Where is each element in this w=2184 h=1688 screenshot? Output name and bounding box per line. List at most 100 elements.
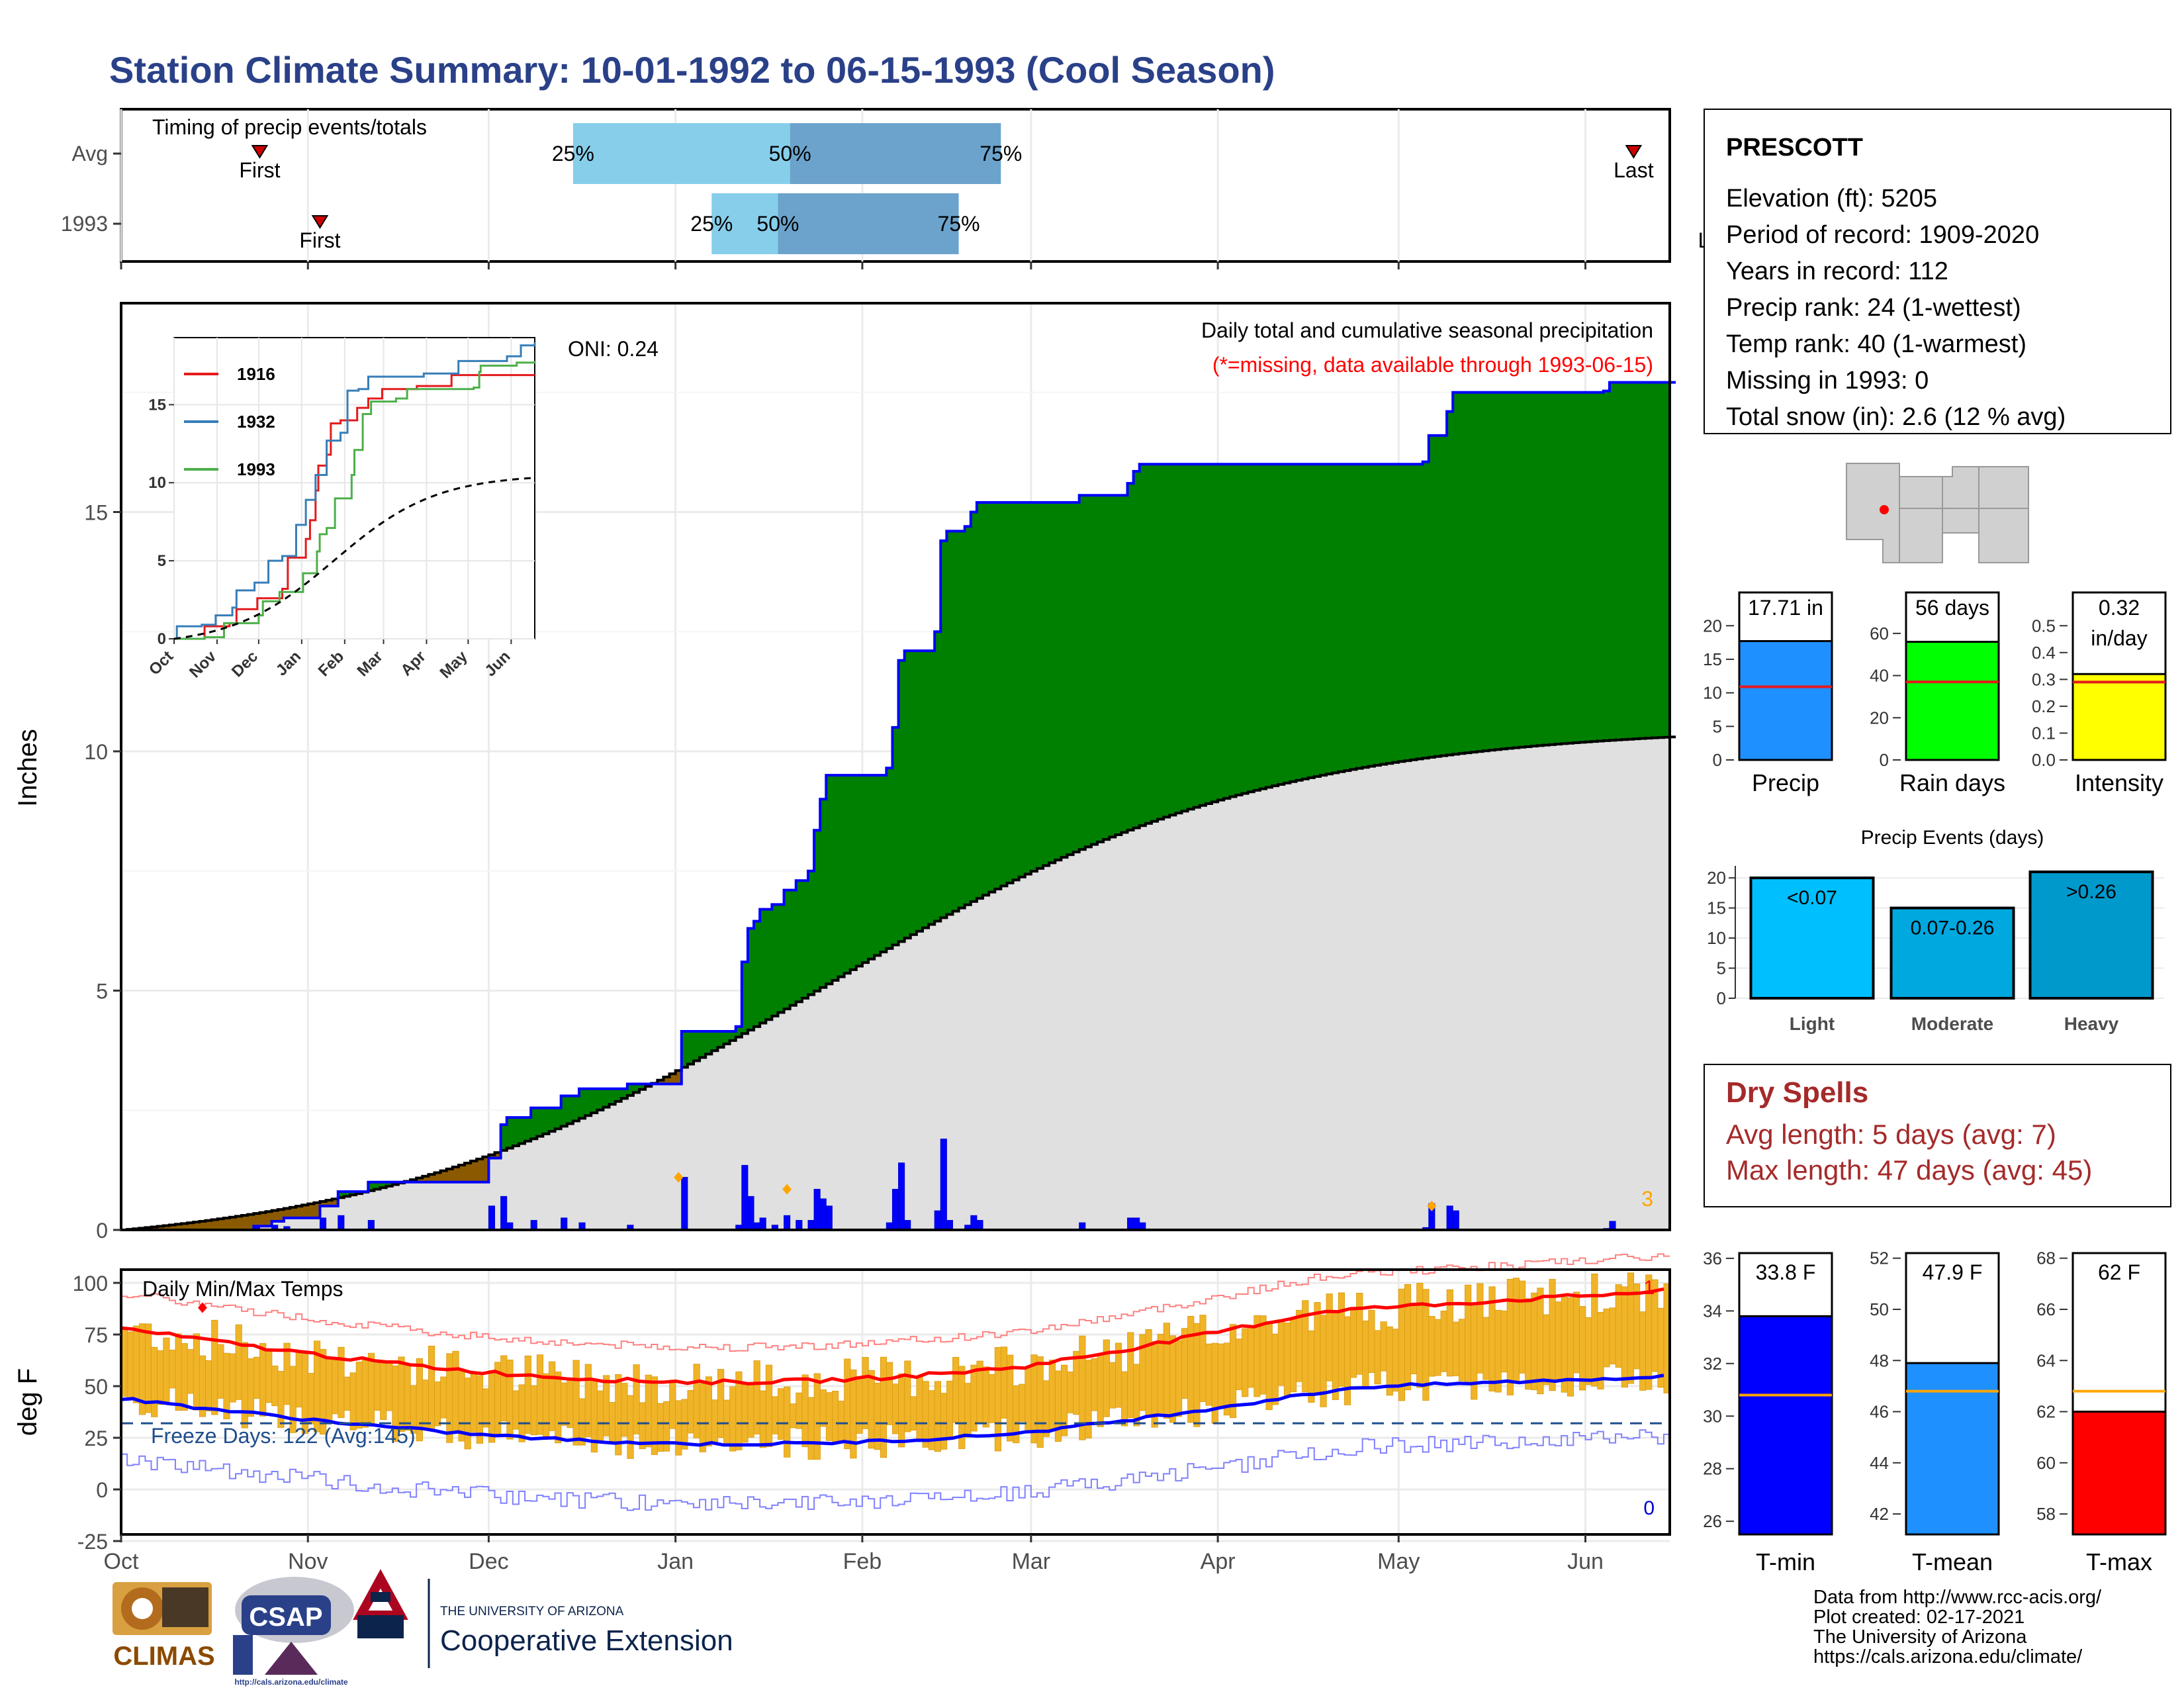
above-average-segment <box>790 890 797 1006</box>
above-average-segment <box>1362 464 1369 768</box>
daily-temp-bar <box>151 1346 158 1417</box>
daily-temp-bar <box>1633 1283 1641 1370</box>
above-average-segment <box>1024 502 1032 874</box>
station-info-line: Precip rank: 24 (1-wettest) <box>1726 294 2021 322</box>
above-average-segment <box>1302 464 1309 779</box>
above-average-segment <box>778 904 785 1013</box>
above-average-segment <box>549 1107 556 1132</box>
above-average-segment <box>1615 382 1622 740</box>
daily-temp-bar <box>1036 1356 1044 1448</box>
below-average-segment <box>477 1158 483 1182</box>
above-average-segment <box>1019 502 1026 877</box>
above-average-segment <box>1109 495 1116 837</box>
daily-temp-bar <box>807 1397 815 1460</box>
below-average-segment <box>175 1224 182 1230</box>
daily-temp-bar <box>549 1361 556 1431</box>
csap-logo: CSAP http://cals.arizona.edu/climate <box>233 1577 354 1687</box>
events-y-label: 15 <box>1707 898 1726 918</box>
daily-precip-bar <box>741 1164 749 1231</box>
daily-temp-bar <box>555 1372 562 1444</box>
daily-temp-bar <box>988 1374 995 1423</box>
climas-logo: CLIMAS <box>113 1582 215 1671</box>
temp-y-tick-label: -25 <box>77 1530 108 1554</box>
above-average-segment <box>518 1117 525 1144</box>
timing-bar-q2 <box>778 193 959 254</box>
above-average-segment <box>1482 392 1490 751</box>
daily-temp-bar <box>584 1364 592 1437</box>
temp-bar-t-mean <box>1905 1362 2000 1536</box>
daily-temp-bar <box>1097 1353 1104 1427</box>
temp-mini-y-label: 66 <box>2036 1299 2056 1319</box>
daily-temp-bar <box>482 1388 490 1428</box>
above-average-segment <box>531 1107 537 1139</box>
above-average-segment <box>832 775 839 980</box>
daily-temp-bar <box>1482 1317 1490 1380</box>
below-average-segment <box>332 1199 339 1206</box>
daily-temp-bar <box>434 1382 441 1427</box>
daily-precip-bar <box>970 1215 978 1231</box>
above-average-segment <box>1591 392 1598 742</box>
daily-temp-bar <box>422 1380 430 1430</box>
mini-value-label: 17.71 in <box>1748 596 1823 620</box>
above-average-segment <box>1465 392 1472 753</box>
ua-big-text: Cooperative Extension <box>440 1624 733 1657</box>
daily-temp-bar <box>1024 1367 1032 1432</box>
daily-temp-bar <box>868 1370 875 1449</box>
daily-temp-bar <box>1133 1364 1140 1427</box>
daily-temp-bar <box>982 1366 989 1428</box>
above-average-segment <box>1272 464 1279 786</box>
above-average-segment <box>1290 464 1297 782</box>
mini-value-label: 0.32 <box>2099 596 2140 620</box>
above-average-segment <box>343 1192 351 1197</box>
above-average-segment <box>567 1096 574 1124</box>
daily-temp-bar <box>850 1369 857 1459</box>
above-average-segment <box>1151 464 1158 821</box>
daily-temp-bar <box>1555 1301 1562 1380</box>
above-average-segment <box>983 502 989 896</box>
daily-temp-bar <box>813 1373 821 1460</box>
location-map <box>1841 460 2033 566</box>
daily-temp-bar <box>1338 1292 1345 1387</box>
above-average-segment <box>597 1088 604 1110</box>
daily-temp-bar <box>332 1358 339 1415</box>
above-average-segment <box>898 660 905 942</box>
timing-pct-25: 25% <box>552 142 594 165</box>
above-average-segment <box>1657 382 1664 738</box>
above-average-segment <box>1212 464 1218 802</box>
temp-y-axis-title: deg F <box>13 1368 42 1436</box>
daily-temp-bar <box>1531 1292 1538 1391</box>
dry-spells-box: Dry Spells Avg length: 5 days (avg: 7) M… <box>1704 1064 2171 1207</box>
below-average-segment <box>422 1176 429 1182</box>
above-average-segment <box>1525 392 1532 747</box>
above-average-segment <box>1585 392 1592 742</box>
daily-precip-bar <box>1452 1210 1459 1231</box>
above-average-segment <box>500 1124 508 1150</box>
above-average-segment <box>820 799 827 988</box>
timing-pct-75: 75% <box>979 142 1022 165</box>
daily-precip-bar <box>338 1215 345 1231</box>
record-max-line <box>121 1253 1670 1352</box>
daily-temp-bar <box>1603 1308 1610 1368</box>
above-average-segment <box>844 775 851 974</box>
mini-y-label: 0 <box>1880 750 1889 770</box>
daily-precip-bar <box>819 1198 827 1231</box>
above-average-segment <box>1278 464 1285 784</box>
below-average-segment <box>271 1210 279 1221</box>
daily-temp-bar <box>596 1390 604 1441</box>
above-average-segment <box>1181 464 1189 812</box>
record-max-marker <box>197 1302 207 1313</box>
daily-temp-bar <box>1458 1319 1466 1382</box>
daily-temp-bar <box>163 1337 170 1402</box>
above-average-segment <box>1428 435 1435 757</box>
month-label: Nov <box>288 1549 328 1574</box>
above-average-segment <box>555 1107 562 1129</box>
above-average-segment <box>1387 464 1393 764</box>
daily-temp-bar <box>132 1325 140 1403</box>
daily-temp-bar <box>283 1342 291 1405</box>
daily-temp-bar <box>326 1356 333 1425</box>
month-label: Oct <box>104 1549 139 1574</box>
daily-temp-bar <box>627 1395 634 1459</box>
daily-temp-bar <box>169 1350 176 1389</box>
daily-temp-bar <box>1392 1329 1399 1392</box>
above-average-segment <box>633 1084 640 1093</box>
